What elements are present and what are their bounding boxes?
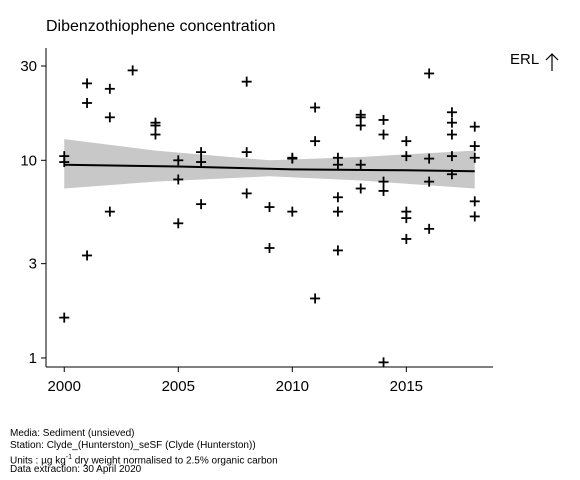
footer-units-exponent: -1	[65, 454, 73, 461]
data-point	[264, 243, 275, 254]
data-point	[173, 174, 184, 185]
data-point	[196, 147, 207, 158]
data-point	[104, 206, 115, 217]
data-point	[378, 357, 389, 368]
data-point	[446, 107, 457, 118]
data-point	[104, 112, 115, 123]
data-point	[401, 136, 412, 147]
footer-extraction: Data extraction: 30 April 2020	[10, 464, 142, 475]
data-point	[196, 157, 207, 168]
chart-title: Dibenzothiophene concentration	[46, 18, 276, 35]
data-point	[287, 153, 298, 164]
x-tick-label: 2005	[162, 378, 195, 395]
data-point	[446, 129, 457, 140]
data-point	[355, 120, 366, 131]
data-point	[82, 78, 93, 89]
footer-units: Units : µg kg-1 dry weight normalised to…	[10, 452, 278, 467]
data-point	[196, 199, 207, 210]
data-point	[355, 159, 366, 170]
data-point	[332, 206, 343, 217]
data-point	[378, 185, 389, 196]
data-point	[401, 151, 412, 162]
data-point	[82, 250, 93, 261]
data-point	[424, 68, 435, 79]
x-tick-label: 2015	[390, 378, 423, 395]
data-point	[82, 97, 93, 108]
data-point	[332, 245, 343, 256]
data-point	[378, 176, 389, 187]
data-point	[287, 206, 298, 217]
data-point	[469, 152, 480, 163]
y-tick-label: 3	[29, 256, 37, 273]
data-point	[241, 76, 252, 87]
data-point	[469, 141, 480, 152]
y-tick-label: 1	[29, 350, 37, 367]
footer-units-prefix: Units : µg kg	[10, 455, 66, 467]
confidence-band	[64, 139, 475, 189]
data-point	[469, 121, 480, 132]
data-point	[241, 188, 252, 199]
data-point	[378, 114, 389, 125]
data-point	[446, 151, 457, 162]
x-tick-label: 2010	[276, 378, 309, 395]
x-tick-label: 2000	[48, 378, 81, 395]
data-point	[446, 117, 457, 128]
data-point	[332, 159, 343, 170]
footer-station: Station: Clyde_(Hunterston)_seSF (Clyde …	[10, 440, 256, 451]
data-point	[355, 183, 366, 194]
data-point	[424, 176, 435, 187]
data-point	[424, 153, 435, 164]
data-point	[469, 196, 480, 207]
y-tick-label: 30	[20, 58, 37, 75]
data-point	[59, 157, 70, 168]
data-point	[59, 312, 70, 323]
data-point	[446, 169, 457, 180]
footer-units-suffix: dry weight normalised to 2.5% organic ca…	[72, 455, 278, 467]
data-point	[401, 213, 412, 224]
data-point	[332, 192, 343, 203]
data-point	[104, 83, 115, 94]
data-point	[173, 218, 184, 229]
data-point	[241, 147, 252, 158]
data-point	[127, 65, 138, 76]
y-tick-label: 10	[20, 152, 37, 169]
data-point	[150, 120, 161, 131]
erl-label: ERL	[510, 51, 540, 68]
data-point	[310, 102, 321, 113]
chart-plot: 1 3 10 30 2000 2005 2010 2015	[20, 48, 493, 395]
trend-line	[64, 163, 475, 173]
up-arrow-icon	[545, 53, 559, 71]
data-point	[310, 293, 321, 304]
data-point	[173, 155, 184, 166]
data-point	[378, 129, 389, 140]
data-point	[264, 202, 275, 213]
data-point	[310, 136, 321, 147]
data-point	[469, 211, 480, 222]
footer-media: Media: Sediment (unsieved)	[10, 428, 135, 439]
data-point	[150, 129, 161, 140]
data-point	[424, 223, 435, 234]
data-point	[401, 233, 412, 244]
